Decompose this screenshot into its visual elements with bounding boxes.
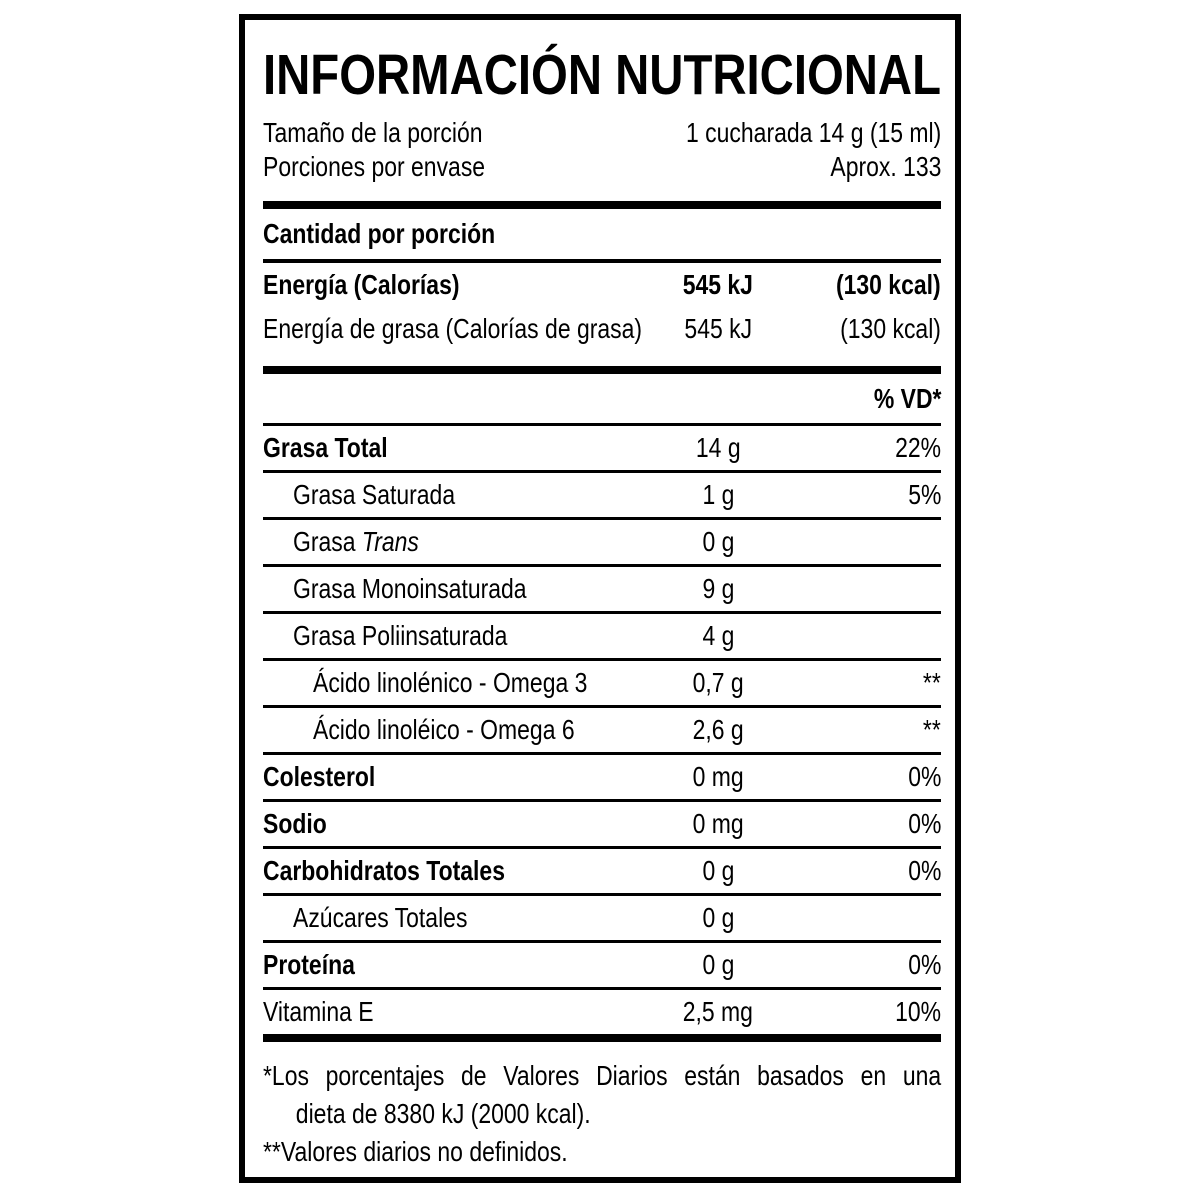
nutrient-dv: 0%: [907, 761, 941, 792]
daily-value-header: % VD*: [873, 382, 941, 414]
nutrient-dv: 0%: [907, 949, 941, 980]
energy-kcal-value: (130 kcal): [836, 269, 941, 300]
nutrient-amount: 0 mg: [692, 808, 744, 839]
nutrient-amount: 0 g: [702, 949, 734, 980]
nutrient-name: Sodio: [263, 808, 327, 839]
nutrient-dv: **: [923, 667, 941, 698]
nutrient-name: Ácido linolénico - Omega 3: [313, 667, 588, 698]
nutrition-row-total-fat: Grasa Total 14 g 22%: [263, 426, 941, 470]
footnotes: *Los porcentajes de Valores Diarios está…: [263, 1057, 941, 1171]
nutrient-name: Proteína: [263, 949, 355, 980]
servings-per-container-label: Porciones por envase: [263, 151, 486, 182]
nutrition-label: INFORMACIÓN NUTRICIONAL Tamaño de la por…: [239, 14, 961, 1183]
serving-size-label: Tamaño de la porción: [263, 117, 483, 148]
nutrition-row-omega-3: Ácido linolénico - Omega 3 0,7 g **: [263, 658, 941, 705]
nutrition-row-omega-6: Ácido linoléico - Omega 6 2,6 g **: [263, 705, 941, 752]
nutrient-amount: 2,6 g: [692, 714, 744, 745]
energy-from-fat-kj-value: 545 kJ: [684, 313, 752, 344]
nutrient-name: Ácido linoléico - Omega 6: [313, 714, 575, 745]
serving-info: Tamaño de la porción 1 cucharada 14 g (1…: [263, 116, 941, 184]
nutrient-amount: 0 g: [702, 855, 734, 886]
footnote-undefined-values: **Valores diarios no definidos.: [263, 1136, 568, 1167]
nutrient-dv: **: [923, 714, 941, 745]
nutrient-dv: 0%: [907, 855, 941, 886]
nutrition-row-vitamin-e: Vitamina E 2,5 mg 10%: [263, 987, 941, 1034]
nutrient-name: Carbohidratos Totales: [263, 855, 505, 886]
page-title: INFORMACIÓN NUTRICIONAL: [263, 43, 941, 106]
energy-from-fat-row: Energía de grasa (Calorías de grasa) 545…: [263, 307, 941, 351]
label-title-block: INFORMACIÓN NUTRICIONAL: [263, 43, 941, 106]
nutrient-dv: 22%: [895, 432, 941, 463]
nutrient-name: Vitamina E: [263, 996, 374, 1027]
servings-per-container-row: Porciones por envase Aprox. 133: [263, 150, 941, 184]
nutrient-dv: 0%: [907, 808, 941, 839]
nutrient-name: Grasa Poliinsaturada: [293, 620, 508, 651]
nutrient-amount: 0 mg: [692, 761, 744, 792]
energy-label: Energía (Calorías): [263, 269, 460, 300]
nutrient-amount: 14 g: [695, 432, 741, 463]
section-divider: [263, 366, 941, 374]
nutrient-name: Grasa Total: [263, 432, 388, 463]
nutrient-amount: 4 g: [702, 620, 734, 651]
nutrient-table: Grasa Total 14 g 22% Grasa Saturada 1 g …: [263, 426, 941, 1034]
nutrient-amount: 0,7 g: [692, 667, 744, 698]
nutrition-row-total-sugars: Azúcares Totales 0 g: [263, 893, 941, 940]
section-divider: [263, 1034, 941, 1042]
nutrient-amount: 2,5 mg: [682, 996, 754, 1027]
energy-kj-value: 545 kJ: [682, 269, 754, 300]
nutrient-amount: 0 g: [702, 902, 734, 933]
footnote-daily-values-line1: *Los porcentajes de Valores Diarios está…: [263, 1060, 942, 1091]
nutrition-row-sodium: Sodio 0 mg 0%: [263, 799, 941, 846]
daily-value-header-row: % VD*: [263, 374, 941, 426]
nutrition-row-cholesterol: Colesterol 0 mg 0%: [263, 752, 941, 799]
nutrient-amount: 0 g: [702, 526, 734, 557]
nutrient-name: Grasa: [293, 526, 362, 557]
nutrition-row-saturated-fat: Grasa Saturada 1 g 5%: [263, 470, 941, 517]
nutrient-amount: 1 g: [702, 479, 734, 510]
footnote-daily-values-line2: dieta de 8380 kJ (2000 kcal).: [295, 1098, 591, 1129]
section-divider: [263, 201, 941, 209]
nutrition-row-total-carbohydrate: Carbohidratos Totales 0 g 0%: [263, 846, 941, 893]
servings-per-container-value: Aprox. 133: [829, 151, 941, 182]
nutrient-name: Grasa Monoinsaturada: [293, 573, 527, 604]
nutrition-row-polyunsaturated-fat: Grasa Poliinsaturada 4 g: [263, 611, 941, 658]
energy-from-fat-kcal-value: (130 kcal): [840, 313, 941, 344]
nutrient-dv: 10%: [895, 996, 941, 1027]
nutrition-row-trans-fat: Grasa Trans 0 g: [263, 517, 941, 564]
energy-row: Energía (Calorías) 545 kJ (130 kcal): [263, 263, 941, 307]
energy-from-fat-label: Energía de grasa (Calorías de grasa): [263, 313, 643, 344]
nutrient-dv: 5%: [907, 479, 941, 510]
serving-size-value: 1 cucharada 14 g (15 ml): [685, 117, 941, 148]
serving-size-row: Tamaño de la porción 1 cucharada 14 g (1…: [263, 116, 941, 150]
nutrient-name: Colesterol: [263, 761, 376, 792]
section-divider: [263, 259, 941, 263]
nutrition-row-protein: Proteína 0 g 0%: [263, 940, 941, 987]
nutrient-name: Grasa Saturada: [293, 479, 456, 510]
amount-per-serving-label: Cantidad por porción: [263, 218, 496, 249]
nutrient-amount: 9 g: [702, 573, 734, 604]
nutrient-name-italic: Trans: [361, 526, 419, 557]
nutrient-name: Azúcares Totales: [293, 902, 468, 933]
amount-per-serving-header: Cantidad por porción: [263, 209, 941, 259]
nutrition-row-monounsaturated-fat: Grasa Monoinsaturada 9 g: [263, 564, 941, 611]
